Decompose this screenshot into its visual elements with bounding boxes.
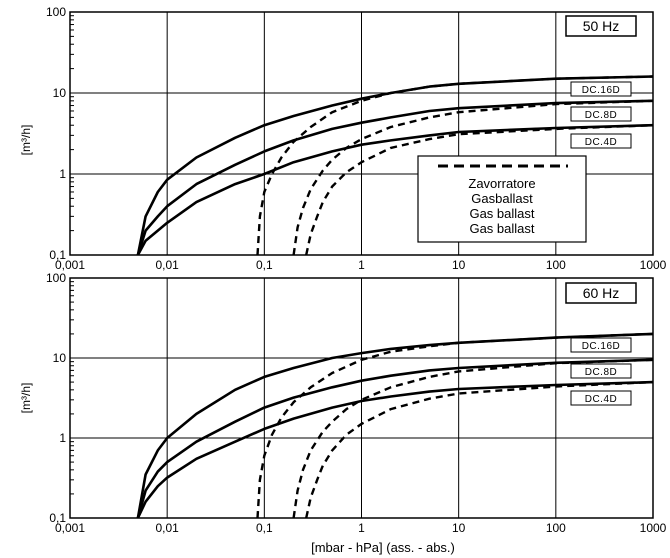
chart-60hz-plot-frame xyxy=(69,277,654,519)
x-tick-label: 100 xyxy=(546,258,566,272)
svg-text:DC.8D: DC.8D xyxy=(585,367,618,378)
chart-60hz-x-tick-labels: 0,001 0,01 0,1 1 10 100 1000 xyxy=(55,521,667,535)
x-tick-label: 0,01 xyxy=(155,258,179,272)
series-dc-4d-gas-ballast-50hz xyxy=(305,124,654,256)
series-dc-4d-gas-ballast-60hz xyxy=(305,380,654,519)
chart-50hz-y-axis-label: [m³/h] xyxy=(19,125,33,156)
chart-60hz-grid xyxy=(69,277,654,519)
y-tick-label: 10 xyxy=(53,351,67,365)
y-tick-label: 0,1 xyxy=(49,248,66,262)
svg-text:DC.8D: DC.8D xyxy=(585,110,618,121)
svg-text:DC.4D: DC.4D xyxy=(585,394,618,405)
curve-label-dc8d-60hz: DC.8D xyxy=(570,363,632,379)
chart-50hz-y-tick-labels: 0,1 1 10 100 xyxy=(46,5,66,262)
svg-text:DC.16D: DC.16D xyxy=(582,341,621,352)
chart-60hz-y-tick-labels: 0,1 1 10 100 xyxy=(46,271,66,525)
series-dc-8d-60hz xyxy=(136,358,654,519)
y-tick-label: 0,1 xyxy=(49,511,66,525)
x-tick-label: 0,001 xyxy=(55,521,85,535)
legend-entry-3: Gas ballast xyxy=(469,206,534,221)
x-tick-label: 10 xyxy=(452,258,466,272)
svg-text:DC.4D: DC.4D xyxy=(585,137,618,148)
curve-label-dc4d-50hz: DC.4D xyxy=(570,133,632,149)
series-dc-16d-gas-ballast-50hz xyxy=(256,75,654,256)
x-tick-label: 0,1 xyxy=(256,258,273,272)
frequency-label-50hz: 50 Hz xyxy=(583,18,620,34)
y-tick-label: 1 xyxy=(59,431,66,445)
y-tick-label: 1 xyxy=(59,167,66,181)
x-tick-label: 0,01 xyxy=(155,521,179,535)
x-tick-label: 1000 xyxy=(640,258,667,272)
x-tick-label: 0,1 xyxy=(256,521,273,535)
chart-50hz-plot-frame xyxy=(69,11,654,256)
y-tick-label: 100 xyxy=(46,5,66,19)
gas-ballast-legend: Zavorratore Gasballast Gas ballast Gas b… xyxy=(417,155,587,243)
legend-entry-2: Gasballast xyxy=(471,191,533,206)
y-tick-label: 10 xyxy=(53,86,67,100)
series-dc-4d-60hz xyxy=(136,380,654,519)
x-tick-label: 1 xyxy=(358,258,365,272)
curve-label-dc4d-60hz: DC.4D xyxy=(570,390,632,406)
frequency-box-60hz xyxy=(565,282,637,304)
gas-ballast-legend-box xyxy=(417,155,587,243)
series-dc-8d-gas-ballast-60hz xyxy=(292,358,654,519)
y-tick-label: 100 xyxy=(46,271,66,285)
legend-entry-4: Gas ballast xyxy=(469,221,534,236)
curve-label-dc8d-50hz: DC.8D xyxy=(570,106,632,122)
curve-label-dc16d-60hz: DC.16D xyxy=(570,337,632,353)
frequency-box-50hz xyxy=(565,15,637,37)
series-dc-16d-gas-ballast-60hz xyxy=(256,332,654,519)
curve-label-dc16d-50hz: DC.16D xyxy=(570,81,632,97)
svg-text:DC.16D: DC.16D xyxy=(582,85,621,96)
x-tick-label: 10 xyxy=(452,521,466,535)
series-dc-8d-gas-ballast-50hz xyxy=(292,99,654,256)
x-tick-label: 0,001 xyxy=(55,258,85,272)
legend-entry-1: Zavorratore xyxy=(468,176,535,191)
x-tick-label: 1 xyxy=(358,521,365,535)
x-tick-label: 1000 xyxy=(640,521,667,535)
frequency-label-60hz: 60 Hz xyxy=(583,285,620,301)
x-axis-label: [mbar - hPa] (ass. - abs.) xyxy=(311,540,455,555)
series-dc-4d-50hz xyxy=(136,123,654,256)
chart-60hz-y-axis-label: [m³/h] xyxy=(19,383,33,414)
chart-50hz-x-tick-labels: 0,001 0,01 0,1 1 10 100 1000 xyxy=(55,258,667,272)
chart-50hz-series xyxy=(136,75,654,256)
x-tick-label: 100 xyxy=(546,521,566,535)
chart-60hz-series xyxy=(136,332,654,519)
